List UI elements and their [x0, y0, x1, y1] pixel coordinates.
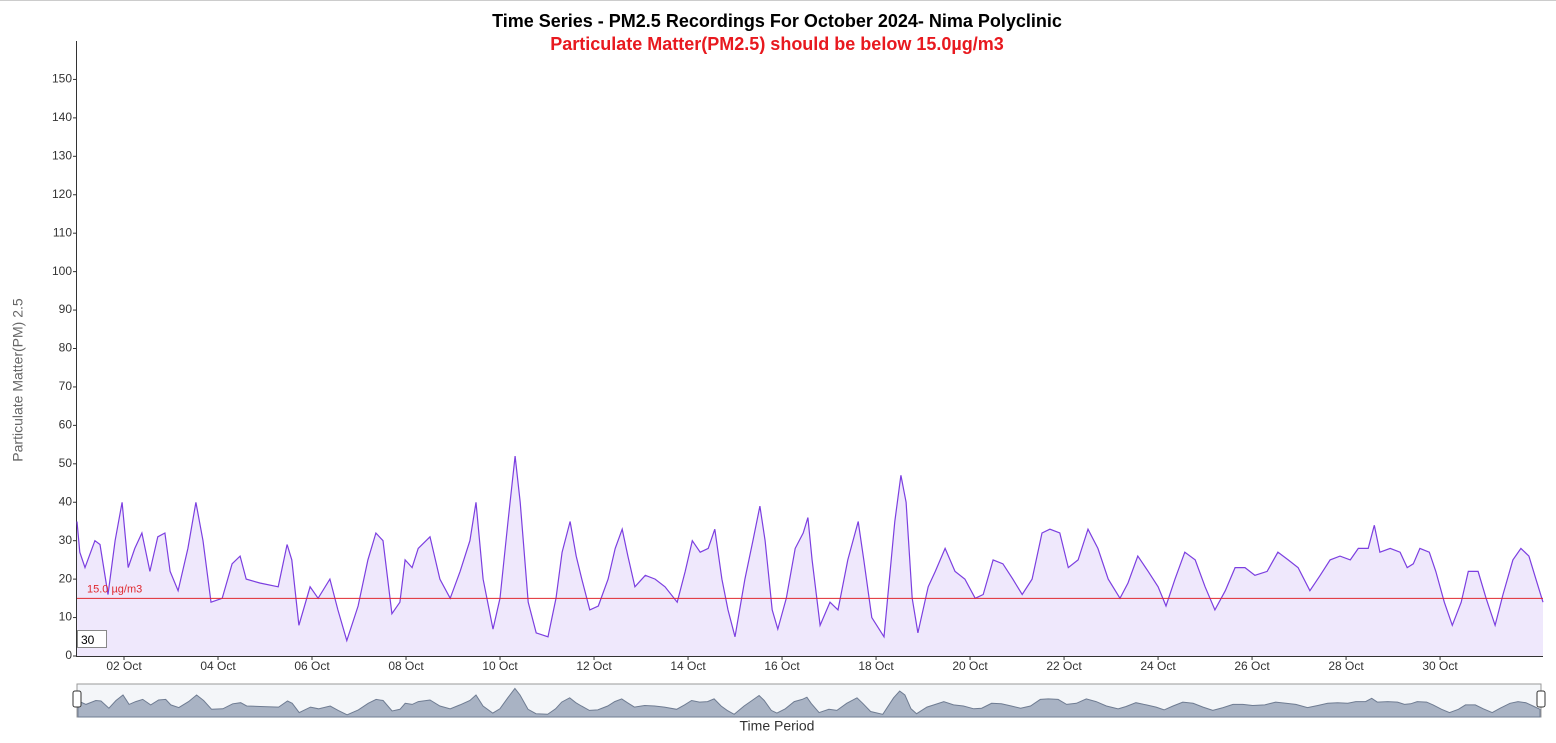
y-tick-label: 110 [53, 225, 72, 239]
x-tick-label: 10 Oct [482, 659, 518, 673]
x-tick-label: 08 Oct [388, 659, 424, 673]
x-tick-label: 12 Oct [576, 659, 612, 673]
x-tick-label: 16 Oct [764, 659, 800, 673]
y-tick-label: 70 [59, 379, 73, 393]
threshold-label: 15.0 µg/m3 [87, 583, 142, 595]
y-tick-label: 90 [59, 302, 73, 316]
x-tick-label: 26 Oct [1234, 659, 1270, 673]
x-tick-label: 02 Oct [106, 659, 142, 673]
y-tick-label: 20 [59, 571, 73, 585]
y-tick-label: 150 [52, 72, 72, 86]
y-tick-label: 0 [65, 648, 72, 662]
y-tick-label: 80 [59, 341, 73, 355]
x-tick-label: 20 Oct [952, 659, 988, 673]
x-tick-label: 06 Oct [294, 659, 330, 673]
x-tick-label: 22 Oct [1046, 659, 1082, 673]
chart-subtitle: Particulate Matter(PM2.5) should be belo… [550, 34, 1003, 54]
x-tick-label: 04 Oct [200, 659, 236, 673]
x-tick-label: 14 Oct [670, 659, 706, 673]
y-tick-label: 140 [52, 110, 72, 124]
line [76, 456, 1544, 643]
y-tick-label: 50 [59, 456, 73, 470]
zoom-input[interactable]: 30 [77, 630, 107, 648]
chart-title: Time Series - PM2.5 Recordings For Octob… [492, 11, 1062, 31]
y-tick-label: 60 [59, 418, 73, 432]
x-tick-label: 30 Oct [1422, 659, 1458, 673]
area-fill [77, 456, 1543, 656]
y-tick-label: 30 [59, 533, 73, 547]
navigator-area [77, 687, 1541, 718]
y-axis-label: Particulate Matter(PM) 2.5 [10, 298, 26, 462]
y-tick-label: 130 [52, 148, 72, 162]
x-tick-label: 18 Oct [858, 659, 894, 673]
y-tick-label: 40 [59, 494, 73, 508]
x-axis-label: Time Period [740, 718, 815, 734]
navigator-handle[interactable] [1536, 690, 1546, 708]
x-tick-label: 28 Oct [1328, 659, 1364, 673]
y-tick-label: 120 [52, 187, 72, 201]
y-tick-label: 100 [52, 264, 72, 278]
x-tick-label: 24 Oct [1140, 659, 1176, 673]
y-tick-label: 10 [59, 610, 73, 624]
navigator-handle[interactable] [72, 690, 82, 708]
